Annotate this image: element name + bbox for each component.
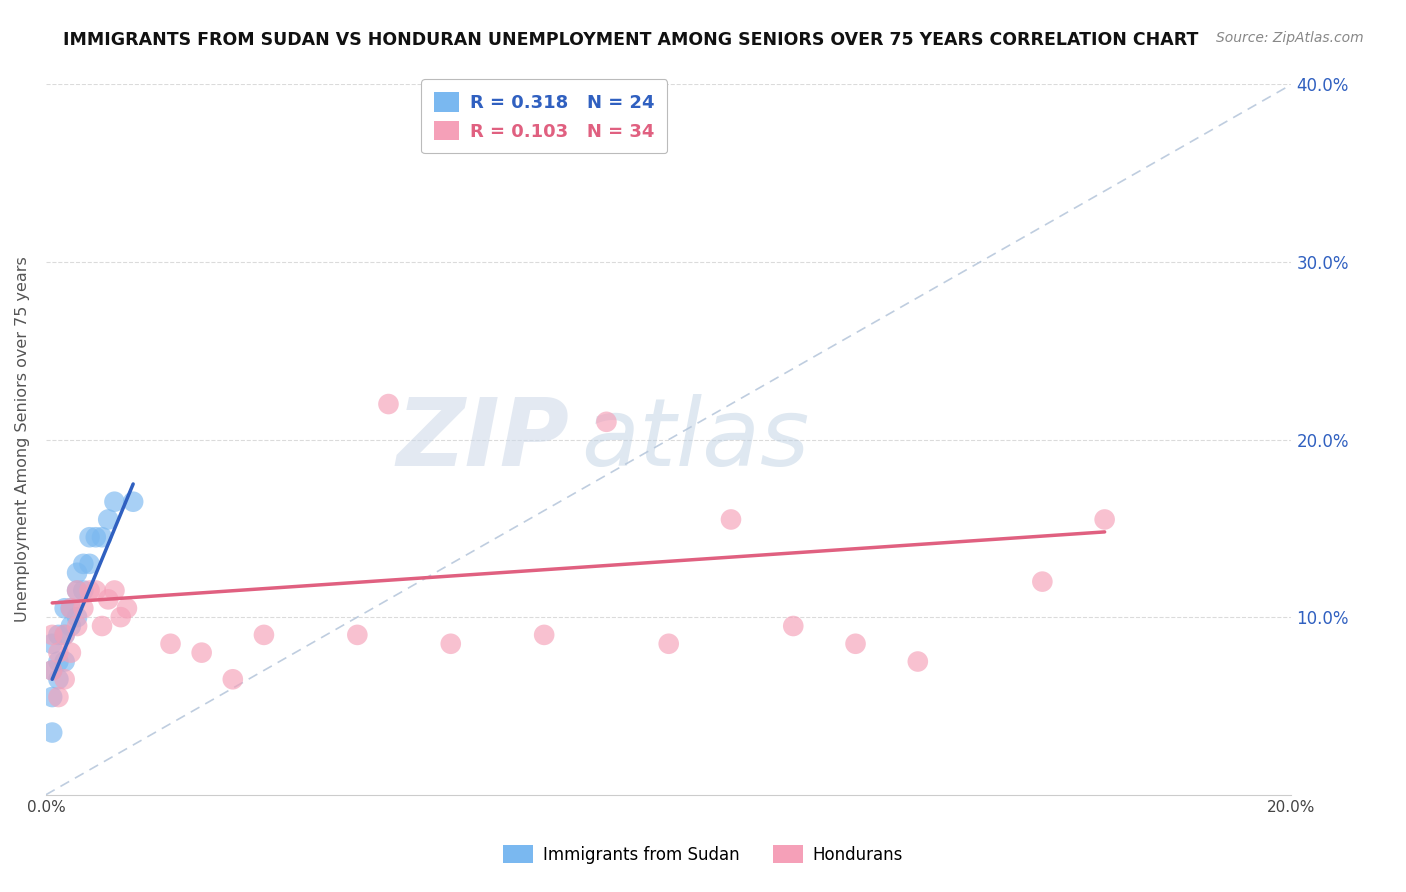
Point [59, 646, 82, 660]
Point [41, 690, 63, 704]
Point [1031, 574, 1053, 589]
Point [97, 512, 120, 526]
Point [53, 628, 76, 642]
Point [72, 583, 94, 598]
Point [658, 637, 681, 651]
Point [72, 601, 94, 615]
Point [97, 592, 120, 607]
Point [595, 415, 617, 429]
Legend: Immigrants from Sudan, Hondurans: Immigrants from Sudan, Hondurans [496, 838, 910, 871]
Point [346, 628, 368, 642]
Point [159, 637, 181, 651]
Point [41, 637, 63, 651]
Text: ZIP: ZIP [396, 393, 569, 485]
Point [91, 530, 114, 544]
Point [53, 655, 76, 669]
Point [66, 583, 89, 598]
Point [41, 628, 63, 642]
Point [720, 512, 742, 526]
Point [782, 619, 804, 633]
Point [53, 601, 76, 615]
Legend: R = 0.318   N = 24, R = 0.103   N = 34: R = 0.318 N = 24, R = 0.103 N = 34 [422, 79, 666, 153]
Point [79, 583, 101, 598]
Text: Source: ZipAtlas.com: Source: ZipAtlas.com [1216, 31, 1364, 45]
Point [53, 628, 76, 642]
Point [1094, 512, 1116, 526]
Point [79, 557, 101, 571]
Point [84, 583, 107, 598]
Point [48, 646, 70, 660]
Point [103, 494, 125, 508]
Point [48, 628, 70, 642]
Point [222, 673, 245, 687]
Point [103, 583, 125, 598]
Point [66, 610, 89, 624]
Y-axis label: Unemployment Among Seniors over 75 years: Unemployment Among Seniors over 75 years [15, 257, 30, 623]
Point [440, 637, 463, 651]
Point [66, 566, 89, 580]
Point [59, 601, 82, 615]
Point [48, 655, 70, 669]
Point [907, 655, 929, 669]
Point [84, 530, 107, 544]
Point [41, 664, 63, 678]
Point [48, 690, 70, 704]
Point [190, 646, 212, 660]
Point [91, 619, 114, 633]
Point [115, 601, 138, 615]
Point [122, 494, 145, 508]
Text: atlas: atlas [582, 394, 810, 485]
Point [66, 619, 89, 633]
Point [377, 397, 399, 411]
Point [253, 628, 276, 642]
Point [66, 583, 89, 598]
Point [110, 610, 132, 624]
Point [59, 601, 82, 615]
Point [72, 557, 94, 571]
Text: IMMIGRANTS FROM SUDAN VS HONDURAN UNEMPLOYMENT AMONG SENIORS OVER 75 YEARS CORRE: IMMIGRANTS FROM SUDAN VS HONDURAN UNEMPL… [63, 31, 1199, 49]
Point [79, 530, 101, 544]
Point [41, 725, 63, 739]
Point [844, 637, 866, 651]
Point [41, 664, 63, 678]
Point [53, 673, 76, 687]
Point [59, 619, 82, 633]
Point [533, 628, 555, 642]
Point [48, 673, 70, 687]
